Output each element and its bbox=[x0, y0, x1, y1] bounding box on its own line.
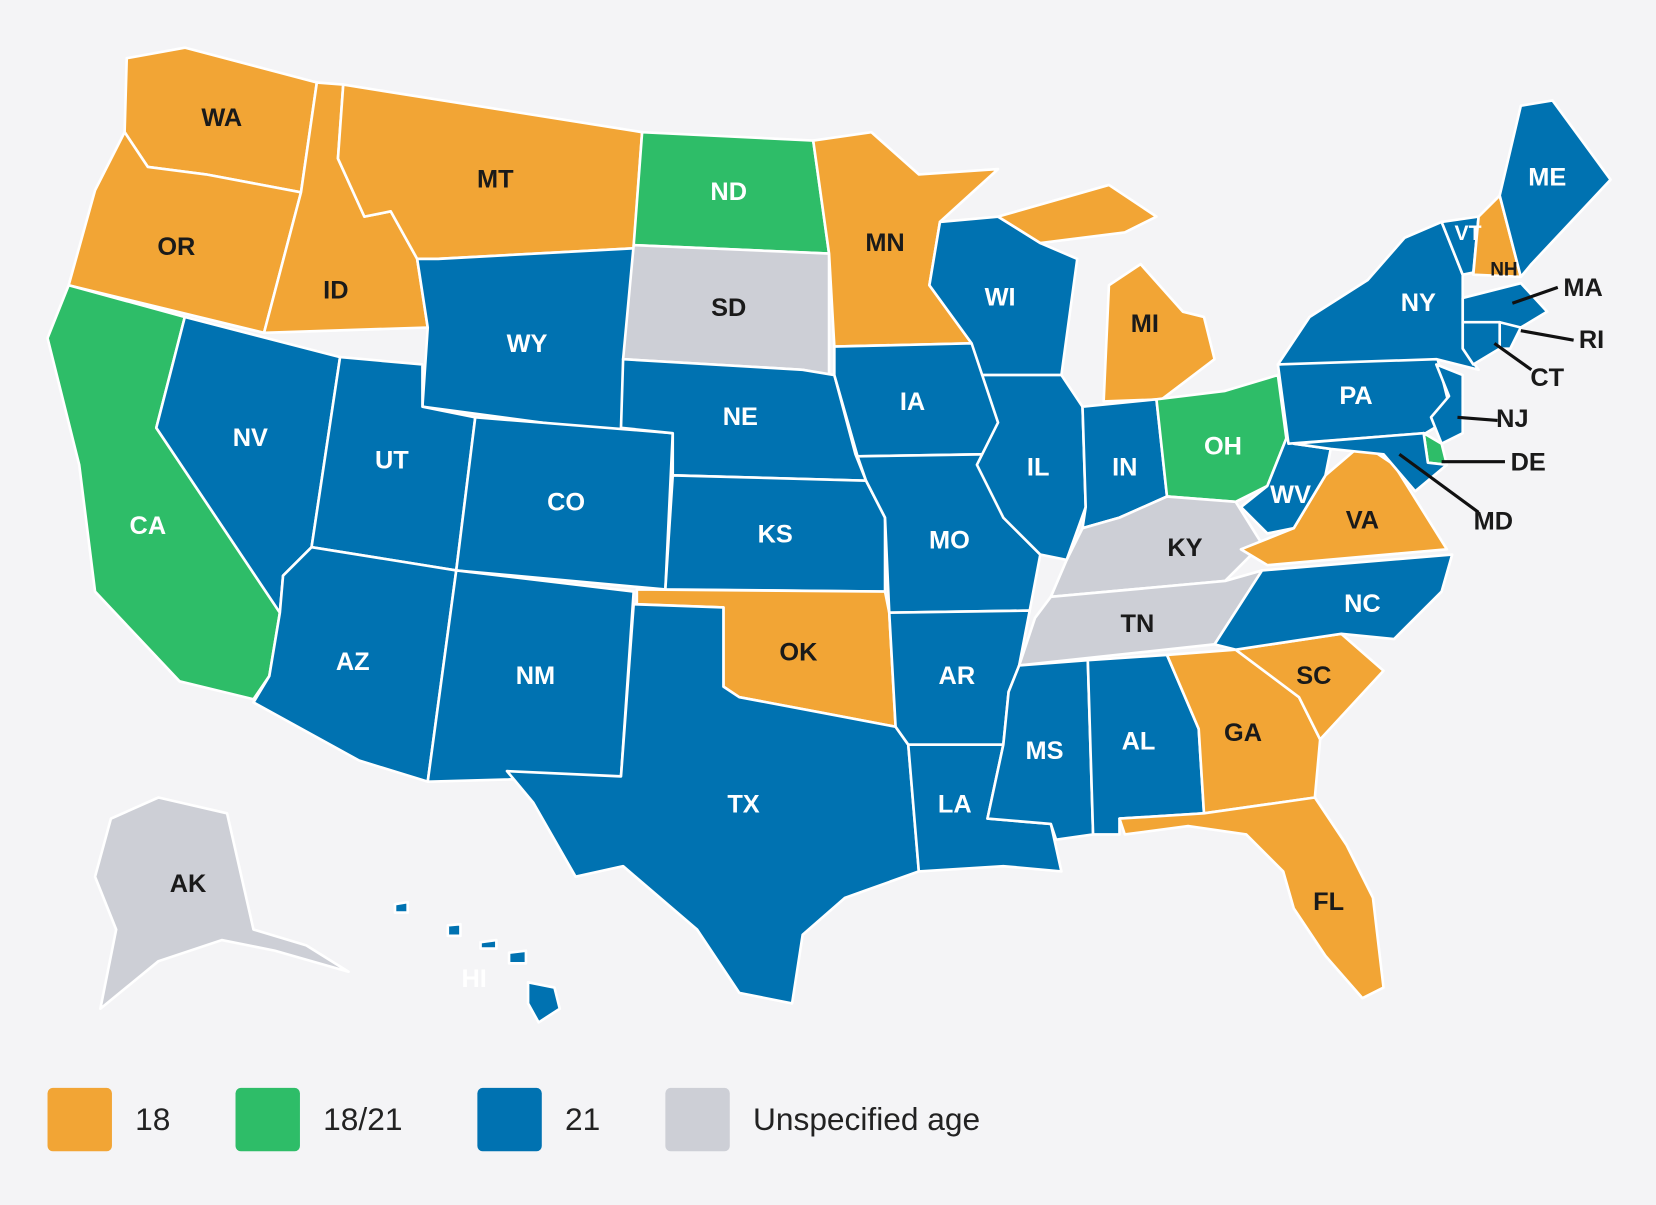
state-shape bbox=[1498, 99, 1612, 279]
state-label: WY bbox=[507, 330, 548, 358]
state-label: ME bbox=[1528, 163, 1566, 191]
state-label: CA bbox=[130, 512, 167, 540]
state-label: MT bbox=[477, 165, 514, 193]
state-shape bbox=[928, 215, 1079, 377]
state-label: OH bbox=[1204, 433, 1242, 461]
state-label: SC bbox=[1296, 662, 1331, 690]
state-label: RI bbox=[1579, 326, 1604, 354]
state-shape bbox=[479, 938, 498, 950]
state-shape bbox=[252, 545, 458, 783]
state-label: MI bbox=[1131, 310, 1159, 338]
state-shape bbox=[1118, 796, 1385, 1000]
state-shape bbox=[526, 980, 562, 1024]
callout-line bbox=[1398, 452, 1480, 514]
state-label: VT bbox=[1455, 222, 1482, 245]
state-label: HI bbox=[462, 965, 487, 993]
state-shape bbox=[1102, 262, 1216, 403]
legend: 18 18/21 21 Unspecified age bbox=[47, 1087, 980, 1152]
state-shape bbox=[446, 922, 462, 938]
legend-swatch bbox=[477, 1087, 542, 1152]
state-label: AR bbox=[939, 662, 976, 690]
state-label: IL bbox=[1027, 454, 1050, 482]
state-shape bbox=[996, 183, 1158, 245]
state-label: AK bbox=[170, 870, 207, 898]
legend-label: Unspecified age bbox=[753, 1101, 980, 1137]
state-shape bbox=[975, 373, 1088, 562]
state-shape bbox=[1461, 320, 1502, 366]
state-shape bbox=[1461, 281, 1549, 329]
state-label: NV bbox=[233, 424, 268, 452]
state-shape bbox=[507, 949, 528, 965]
state-label: NJ bbox=[1496, 405, 1528, 433]
state-label: KY bbox=[1167, 534, 1202, 562]
state-label: NM bbox=[516, 662, 555, 690]
state-label: CO bbox=[547, 489, 585, 517]
state-label: VA bbox=[1346, 507, 1379, 535]
state-label: KS bbox=[758, 520, 793, 548]
state-label: DE bbox=[1511, 448, 1546, 476]
callout-line bbox=[1511, 285, 1559, 305]
legend-label: 18 bbox=[135, 1101, 170, 1137]
state-label: AZ bbox=[336, 648, 370, 676]
state-shape bbox=[1213, 553, 1454, 651]
state-label: NE bbox=[723, 403, 758, 431]
state-label: MO bbox=[929, 527, 970, 555]
states bbox=[46, 46, 1612, 1024]
state-label: SD bbox=[711, 294, 746, 322]
state-label: IA bbox=[900, 388, 925, 416]
state-label: WI bbox=[985, 284, 1016, 312]
state-label: WV bbox=[1270, 481, 1311, 509]
state-label: NH bbox=[1490, 260, 1517, 281]
state-label: NC bbox=[1344, 590, 1381, 618]
state-label: LA bbox=[938, 791, 972, 819]
state-label: AL bbox=[1122, 727, 1156, 755]
callout-line bbox=[1457, 415, 1498, 423]
state-shape bbox=[93, 796, 350, 1011]
state-label: MS bbox=[1026, 737, 1064, 765]
state-label: IN bbox=[1112, 454, 1137, 482]
legend-swatch bbox=[47, 1087, 112, 1152]
legend-label: 21 bbox=[565, 1101, 600, 1137]
state-label: MA bbox=[1563, 274, 1602, 302]
state-label: ND bbox=[710, 178, 747, 206]
state-shape bbox=[393, 900, 409, 914]
state-label: MD bbox=[1474, 508, 1513, 536]
state-label: TN bbox=[1121, 610, 1155, 638]
state-label: OK bbox=[779, 639, 818, 667]
state-shape bbox=[664, 474, 887, 593]
state-label: MN bbox=[865, 229, 904, 257]
legend-swatch bbox=[235, 1087, 300, 1152]
state-label: ID bbox=[323, 276, 348, 304]
legend-label: 18/21 bbox=[323, 1101, 402, 1137]
state-label: TX bbox=[727, 791, 759, 819]
state-label: OR bbox=[157, 233, 195, 261]
callout-line bbox=[1493, 342, 1533, 372]
state-label: GA bbox=[1224, 719, 1262, 747]
state-label: FL bbox=[1313, 888, 1344, 916]
state-label: PA bbox=[1339, 382, 1372, 410]
state-shape bbox=[505, 602, 921, 1005]
state-label: WA bbox=[201, 104, 242, 132]
callout-line bbox=[1520, 329, 1574, 342]
state-labels: WA OR CA NV ID MT WY UT AZ CO NM ND SD NE KS OK TX MN IA MO… bbox=[130, 104, 1605, 993]
legend-swatch bbox=[665, 1087, 730, 1152]
state-label: NY bbox=[1401, 289, 1436, 317]
state-label: CT bbox=[1530, 364, 1564, 392]
state-label: UT bbox=[375, 446, 409, 474]
